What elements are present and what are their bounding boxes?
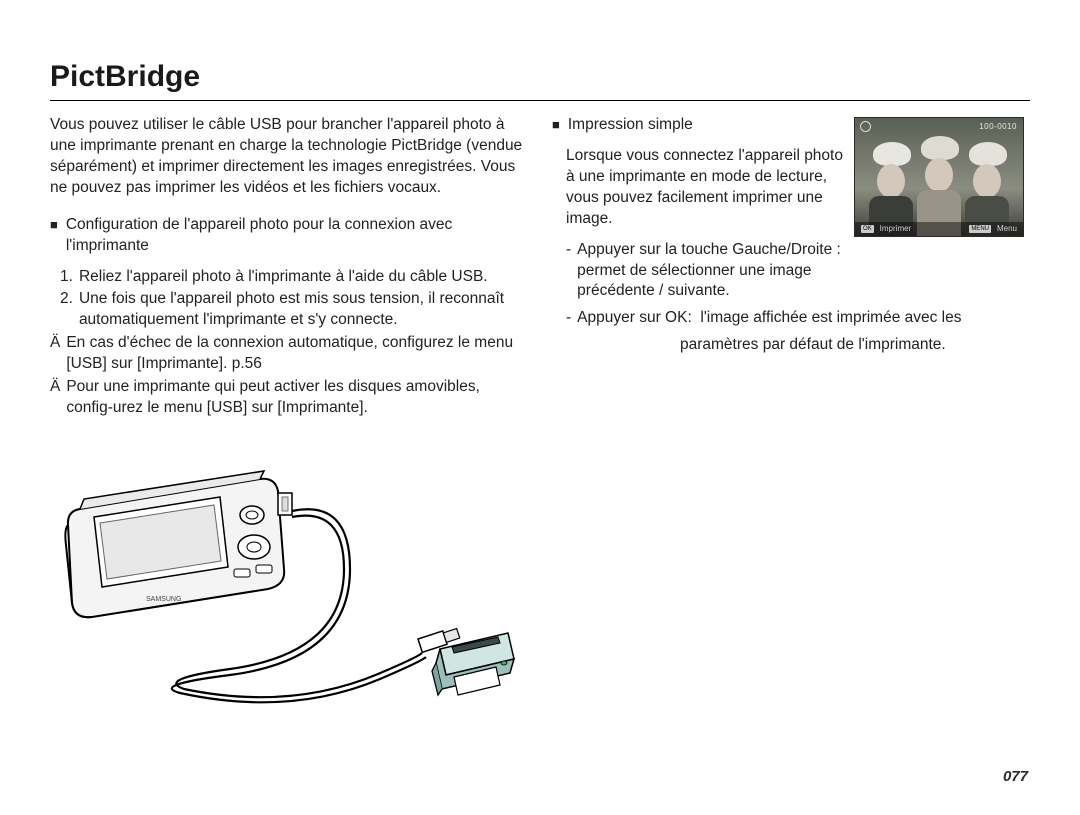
- person-face-icon: [877, 164, 905, 198]
- lcd-bottom-bar: OK Imprimer MENU Menu: [855, 222, 1023, 236]
- note-2-text: Pour une imprimante qui peut activer les…: [66, 377, 528, 419]
- menu-label: Menu: [997, 224, 1017, 235]
- step-2-text: Une fois que l'appareil photo est mis so…: [79, 289, 528, 331]
- note-symbol-icon: Ä: [50, 377, 60, 419]
- dash-2b-text: l'image affichée est imprimée avec les: [700, 309, 961, 326]
- person-face-icon: [973, 164, 1001, 198]
- person-hat-icon: [873, 142, 911, 166]
- note-2-row: Ä Pour une imprimante qui peut activer l…: [50, 377, 528, 419]
- dash-1-text: Appuyer sur la touche Gauche/Droite : pe…: [577, 240, 852, 303]
- note-1-text: En cas d'échec de la connexion automatiq…: [66, 333, 528, 375]
- left-column: Vous pouvez utiliser le câble USB pour b…: [50, 115, 528, 729]
- file-number-label: 100-0010: [979, 122, 1017, 133]
- step-1-text: Reliez l'appareil photo à l'imprimante à…: [79, 267, 488, 288]
- two-column-layout: Vous pouvez utiliser le câble USB pour b…: [50, 115, 1030, 729]
- square-bullet-icon: ■: [552, 115, 560, 136]
- dash-2c-text: paramètres par défaut de l'imprimante.: [680, 335, 1030, 356]
- right-column: ■ Impression simple Lorsque vous connect…: [552, 115, 1030, 729]
- dash-2a-text: Appuyer sur OK:: [577, 309, 692, 326]
- ok-key-icon: OK: [861, 225, 874, 233]
- menu-key-icon: MENU: [969, 225, 991, 233]
- step-1-number: 1.: [60, 267, 73, 288]
- person-hat-icon: [969, 142, 1007, 166]
- dash-icon: -: [566, 240, 571, 303]
- square-bullet-icon: ■: [50, 215, 58, 257]
- page-title: PictBridge: [50, 60, 1030, 101]
- camera-printer-illustration: SAMSUNG: [50, 439, 520, 729]
- impression-heading: Impression simple: [568, 115, 693, 136]
- person-face-icon: [925, 158, 953, 192]
- config-heading-row: ■ Configuration de l'appareil photo pour…: [50, 215, 528, 257]
- step-2-number: 2.: [60, 289, 73, 331]
- camera-lcd-preview: 100-0010 OK Imprimer MENU Menu: [854, 117, 1024, 237]
- dash-2-row: - Appuyer sur OK: l'image affichée est i…: [566, 308, 1030, 329]
- print-label: Imprimer: [880, 224, 912, 235]
- note-1-row: Ä En cas d'échec de la connexion automat…: [50, 333, 528, 375]
- page-number: 077: [1003, 768, 1028, 785]
- svg-text:SAMSUNG: SAMSUNG: [146, 596, 181, 603]
- step-2-row: 2. Une fois que l'appareil photo est mis…: [60, 289, 528, 331]
- config-heading: Configuration de l'appareil photo pour l…: [66, 215, 528, 257]
- print-mode-icon: [860, 121, 871, 132]
- dash-1-row: - Appuyer sur la touche Gauche/Droite : …: [566, 240, 852, 303]
- impression-paragraph: Lorsque vous connectez l'appareil photo …: [566, 146, 852, 230]
- intro-paragraph: Vous pouvez utiliser le câble USB pour b…: [50, 115, 528, 199]
- step-1-row: 1. Reliez l'appareil photo à l'imprimant…: [60, 267, 528, 288]
- dash-icon: -: [566, 308, 571, 329]
- person-hat-icon: [921, 136, 959, 160]
- note-symbol-icon: Ä: [50, 333, 60, 375]
